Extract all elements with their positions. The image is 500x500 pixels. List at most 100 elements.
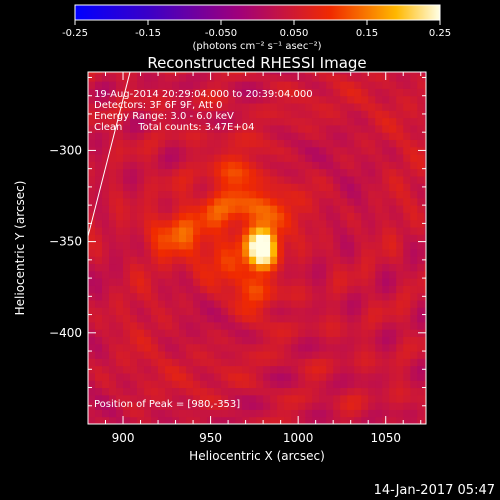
heatmap-cell (95, 124, 103, 133)
heatmap-cell (277, 132, 285, 140)
heatmap-cell (305, 299, 313, 308)
heatmap-cell (235, 387, 243, 396)
heatmap-cell (326, 270, 334, 279)
heatmap-cell (277, 394, 285, 403)
heatmap-cell (249, 263, 257, 272)
heatmap-cell (235, 263, 243, 272)
heatmap-cell (340, 416, 348, 424)
heatmap-cell (130, 365, 138, 374)
heatmap-cell (424, 95, 426, 104)
heatmap-cell (354, 299, 362, 308)
heatmap-cell (130, 103, 138, 111)
heatmap-cell (410, 409, 418, 418)
heatmap-cell (130, 336, 138, 345)
heatmap-cell (298, 146, 306, 155)
heatmap-cell (333, 88, 341, 97)
heatmap-cell (102, 256, 110, 265)
heatmap-cell (214, 88, 222, 97)
heatmap-cell (207, 321, 215, 330)
heatmap-cell (144, 416, 152, 424)
heatmap-cell (354, 227, 362, 235)
heatmap-cell (270, 117, 278, 126)
heatmap-cell (270, 343, 278, 352)
heatmap-cell (221, 81, 229, 89)
heatmap-cell (221, 103, 229, 111)
heatmap-cell (186, 183, 194, 192)
heatmap-cell (151, 124, 159, 133)
heatmap-cell (179, 256, 187, 265)
heatmap-cell (417, 321, 425, 330)
heatmap-cell (186, 270, 194, 279)
heatmap-cell (172, 205, 180, 213)
heatmap-cell (88, 117, 96, 126)
heatmap-cell (263, 190, 271, 199)
heatmap-cell (424, 263, 426, 272)
heatmap-cell (214, 314, 222, 323)
heatmap-cell (375, 292, 383, 301)
heatmap-cell (410, 73, 418, 82)
heatmap-cell (396, 336, 404, 345)
heatmap-cell (417, 197, 425, 206)
heatmap-cell (396, 358, 404, 367)
heatmap-cell (319, 103, 327, 111)
heatmap-cell (151, 117, 159, 126)
heatmap-cell (263, 285, 271, 294)
heatmap-cell (319, 117, 327, 126)
heatmap-cell (228, 394, 236, 403)
heatmap-cell (305, 168, 313, 177)
heatmap-cell (298, 336, 306, 345)
heatmap-cell (88, 72, 96, 75)
heatmap-cell (130, 299, 138, 308)
heatmap-cell (326, 95, 334, 104)
heatmap-cell (214, 212, 222, 221)
heatmap-cell (228, 103, 236, 111)
heatmap-cell (277, 154, 285, 162)
heatmap-cell (102, 299, 110, 308)
heatmap-cell (326, 380, 334, 389)
heatmap-cell (424, 314, 426, 323)
heatmap-cell (256, 110, 264, 119)
heatmap-cell (361, 394, 369, 403)
heatmap-cell (193, 278, 201, 286)
heatmap-cell (95, 299, 103, 308)
heatmap-cell (179, 278, 187, 286)
heatmap-cell (137, 336, 145, 345)
heatmap-cell (354, 329, 362, 337)
heatmap-cell (263, 110, 271, 119)
heatmap-cell (284, 387, 292, 396)
heatmap-cell (179, 263, 187, 272)
heatmap-cell (284, 132, 292, 140)
heatmap-cell (333, 212, 341, 221)
heatmap-cell (375, 124, 383, 133)
heatmap-cell (291, 117, 299, 126)
heatmap-cell (214, 278, 222, 286)
heatmap-cell (165, 234, 173, 243)
heatmap-cell (291, 343, 299, 352)
heatmap-cell (396, 263, 404, 272)
heatmap-cell (333, 175, 341, 184)
heatmap-cell (109, 154, 117, 162)
heatmap-cell (172, 278, 180, 286)
heatmap-cell (403, 117, 411, 126)
heatmap-cell (193, 190, 201, 199)
heatmap-cell (396, 248, 404, 257)
heatmap-cell (375, 372, 383, 381)
heatmap-cell (389, 394, 397, 403)
colorbar-tick-label: -0.15 (135, 28, 161, 39)
heatmap-cell (158, 154, 166, 162)
heatmap-cell (270, 183, 278, 192)
heatmap-cell (123, 321, 131, 330)
heatmap-cell (389, 402, 397, 410)
heatmap-cell (319, 212, 327, 221)
heatmap-cell (354, 409, 362, 418)
heatmap-cell (368, 212, 376, 221)
heatmap-cell (389, 88, 397, 97)
heatmap-cell (95, 197, 103, 206)
heatmap-cell (193, 314, 201, 323)
heatmap-cell (130, 197, 138, 206)
heatmap-cell (88, 343, 96, 352)
heatmap-cell (354, 103, 362, 111)
heatmap-cell (151, 248, 159, 257)
heatmap-cell (137, 168, 145, 177)
heatmap-cell (193, 285, 201, 294)
